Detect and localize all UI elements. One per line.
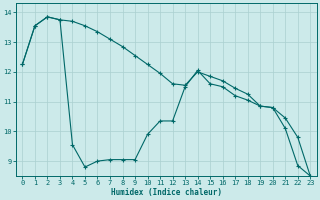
X-axis label: Humidex (Indice chaleur): Humidex (Indice chaleur) bbox=[111, 188, 222, 197]
